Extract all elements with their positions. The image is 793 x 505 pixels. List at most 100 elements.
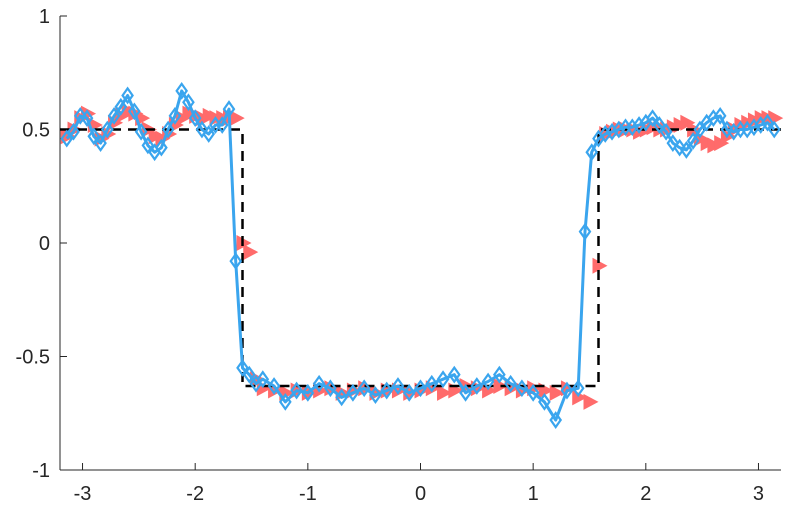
series-3-point	[459, 383, 472, 402]
series-3-point	[168, 106, 182, 125]
series-3-point	[632, 116, 646, 134]
series-3-point	[236, 358, 249, 377]
series-3-point	[175, 82, 189, 100]
series-3-point	[369, 386, 382, 404]
series-3-point	[222, 100, 236, 118]
y-tick-label: 0.5	[22, 120, 50, 142]
series-3-point	[324, 379, 337, 398]
series-3-point	[380, 381, 394, 400]
series-2-point	[437, 384, 453, 401]
series-3-point	[747, 118, 761, 137]
series-3-point	[693, 120, 707, 139]
series-3-point	[67, 122, 80, 141]
series-3-point	[414, 379, 427, 398]
series-3-point	[242, 365, 256, 384]
series-3-point	[60, 129, 74, 148]
series-3-point	[134, 122, 148, 141]
series-3-point	[425, 374, 439, 393]
series-3-point	[673, 138, 686, 157]
series-2-point	[560, 380, 576, 397]
series-3-point	[402, 383, 416, 402]
series-3-point	[290, 381, 303, 400]
x-tick-label: 1	[528, 483, 539, 505]
series-3-point	[141, 136, 155, 155]
series-3-point	[652, 116, 666, 134]
series-3-point	[357, 379, 371, 398]
series-3-point	[229, 252, 243, 271]
y-tick-label: -0.5	[16, 347, 50, 369]
series-3-point	[94, 134, 107, 153]
series-3-point	[646, 109, 659, 128]
series-2-point	[229, 110, 245, 127]
series-3-point	[538, 393, 551, 411]
plot-area	[60, 82, 784, 429]
series-3-point	[107, 106, 121, 125]
series-2-point	[369, 384, 385, 401]
series-3-point	[560, 381, 574, 400]
series-3-point	[161, 120, 175, 139]
series-3-point	[707, 109, 720, 128]
series-3-point	[666, 134, 680, 153]
series-3-point	[335, 388, 348, 407]
series-3-point	[195, 120, 209, 139]
series-3-point	[585, 143, 599, 162]
series-3-point	[659, 122, 673, 141]
series-3-point	[182, 93, 195, 112]
series-3-point	[278, 393, 292, 411]
series-3-point	[686, 131, 700, 150]
x-tick-label: 0	[415, 483, 426, 505]
series-3-point	[346, 383, 360, 402]
series-3-point	[605, 122, 619, 141]
series-1-line	[60, 128, 781, 388]
series-2-point	[549, 384, 565, 401]
series-3-point	[612, 120, 626, 139]
x-tick-label: -1	[299, 483, 317, 505]
series-2-point	[470, 380, 486, 397]
series-3-point	[256, 370, 270, 389]
x-tick-label: -2	[186, 483, 204, 505]
series-3-point	[128, 102, 141, 121]
series-3-point	[515, 379, 529, 398]
series-3-point	[754, 116, 768, 134]
series-3-point	[571, 379, 585, 398]
series-3-point	[598, 125, 612, 143]
series-3-point	[625, 118, 639, 137]
series-3-point	[767, 120, 781, 139]
series-3-point	[312, 374, 326, 393]
series-3-point	[215, 116, 229, 134]
series-3-point	[740, 120, 754, 139]
series-2-point	[243, 244, 259, 261]
y-tick-label: -1	[32, 460, 50, 482]
series-2-point	[583, 393, 599, 410]
series-3-point	[121, 86, 134, 105]
series-3-point	[761, 113, 774, 132]
series-3-line	[65, 89, 776, 422]
series-3-point	[727, 122, 741, 141]
series-3-point	[87, 127, 101, 146]
series-2-point	[236, 235, 252, 251]
series-3-point	[267, 377, 281, 395]
series-3-point	[202, 125, 216, 143]
series-3-point	[481, 372, 495, 391]
series-3-point	[713, 106, 727, 125]
series-3-point	[578, 222, 592, 241]
series-3-point	[301, 383, 315, 402]
series-3-point	[436, 370, 450, 389]
series-3-point	[80, 109, 94, 128]
y-tick-label: 1	[39, 6, 50, 28]
series-3-point	[188, 109, 202, 128]
series-3-point	[73, 106, 87, 125]
series-2-point	[592, 257, 608, 274]
x-tick-label: 3	[753, 483, 764, 505]
x-tick-label: -3	[74, 483, 92, 505]
series-3-point	[680, 141, 693, 159]
axes: 1 0.5 0 -0.5 -1 -3 -2 -1 0 1 2 3	[16, 6, 781, 505]
series-3-point	[155, 138, 168, 157]
x-tick-label: 2	[640, 483, 651, 505]
series-3-point	[114, 97, 128, 116]
series-3-point	[549, 411, 563, 429]
series-3-point	[493, 365, 506, 384]
series-3-point	[526, 383, 540, 402]
series-3-point	[447, 365, 461, 384]
